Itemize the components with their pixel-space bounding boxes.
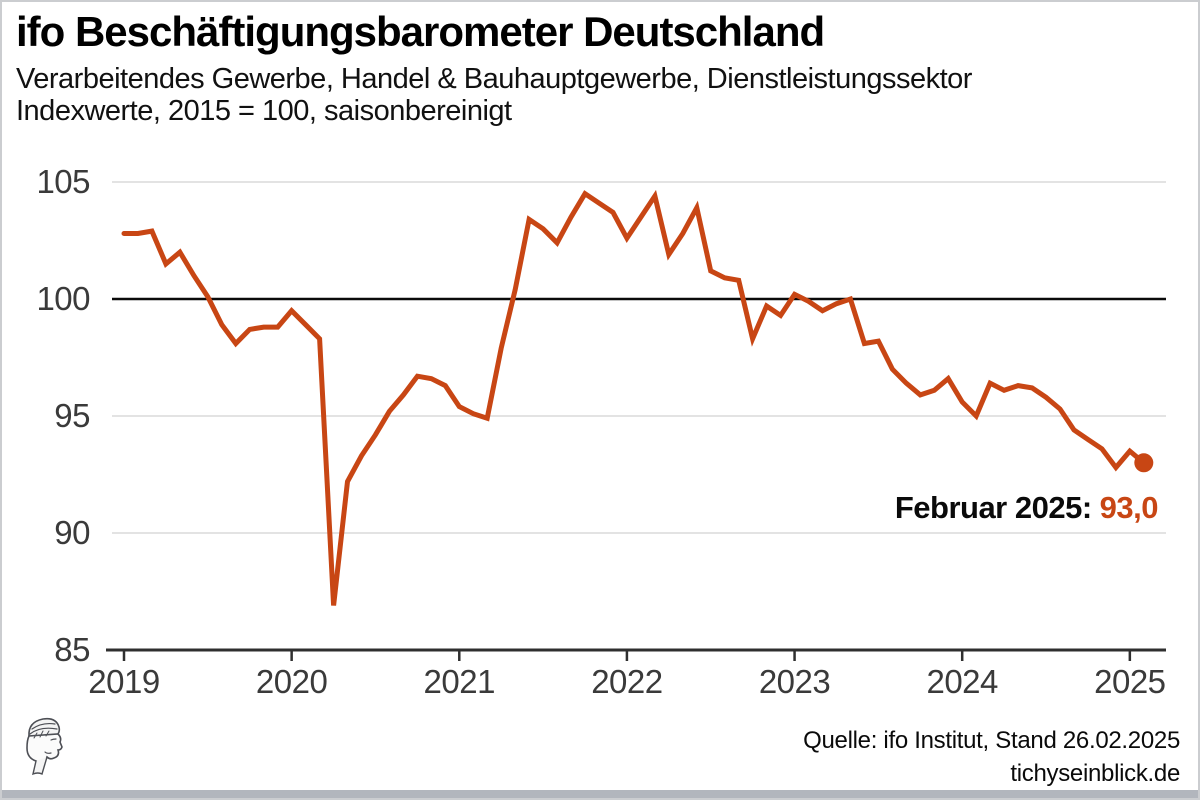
y-axis-label-90: 90 (54, 514, 90, 551)
x-axis-label-2020: 2020 (255, 663, 328, 700)
page-title: ifo Beschäftigungsbarometer Deutschland (16, 8, 825, 55)
x-axis-label-2019: 2019 (88, 663, 160, 700)
bottom-accent-bar (2, 790, 1198, 798)
tichys-einblick-logo (16, 712, 70, 780)
last-value-label: Februar 2025: (894, 490, 1092, 525)
y-axis-label-100: 100 (36, 280, 90, 317)
x-axis-label-2024: 2024 (926, 663, 998, 700)
website-text: tichyseinblick.de (1010, 760, 1180, 787)
chart-subtitle-line1: Verarbeitendes Gewerbe, Handel & Bauhaup… (16, 63, 972, 95)
x-axis-label-2025: 2025 (1094, 663, 1166, 700)
x-axis-label-2023: 2023 (758, 663, 831, 700)
chart-subtitle-line2: Indexwerte, 2015 = 100, saisonbereinigt (16, 95, 512, 127)
source-block: Quelle: ifo Institut, Stand 26.02.2025 t… (803, 724, 1180, 790)
last-value-dot (1134, 453, 1154, 473)
trend-line (121, 189, 1147, 606)
last-value-number: 93,0 (1099, 490, 1159, 525)
x-axis-label-2021: 2021 (423, 663, 496, 700)
last-value-annotation: Februar 2025: 93,0 (894, 490, 1159, 526)
y-axis-label-105: 105 (36, 163, 90, 200)
source-text: Quelle: ifo Institut, Stand 26.02.2025 (803, 727, 1180, 754)
y-axis-label-95: 95 (54, 397, 90, 434)
y-axis-label-85: 85 (54, 631, 90, 668)
x-axis-label-2022: 2022 (591, 663, 663, 700)
